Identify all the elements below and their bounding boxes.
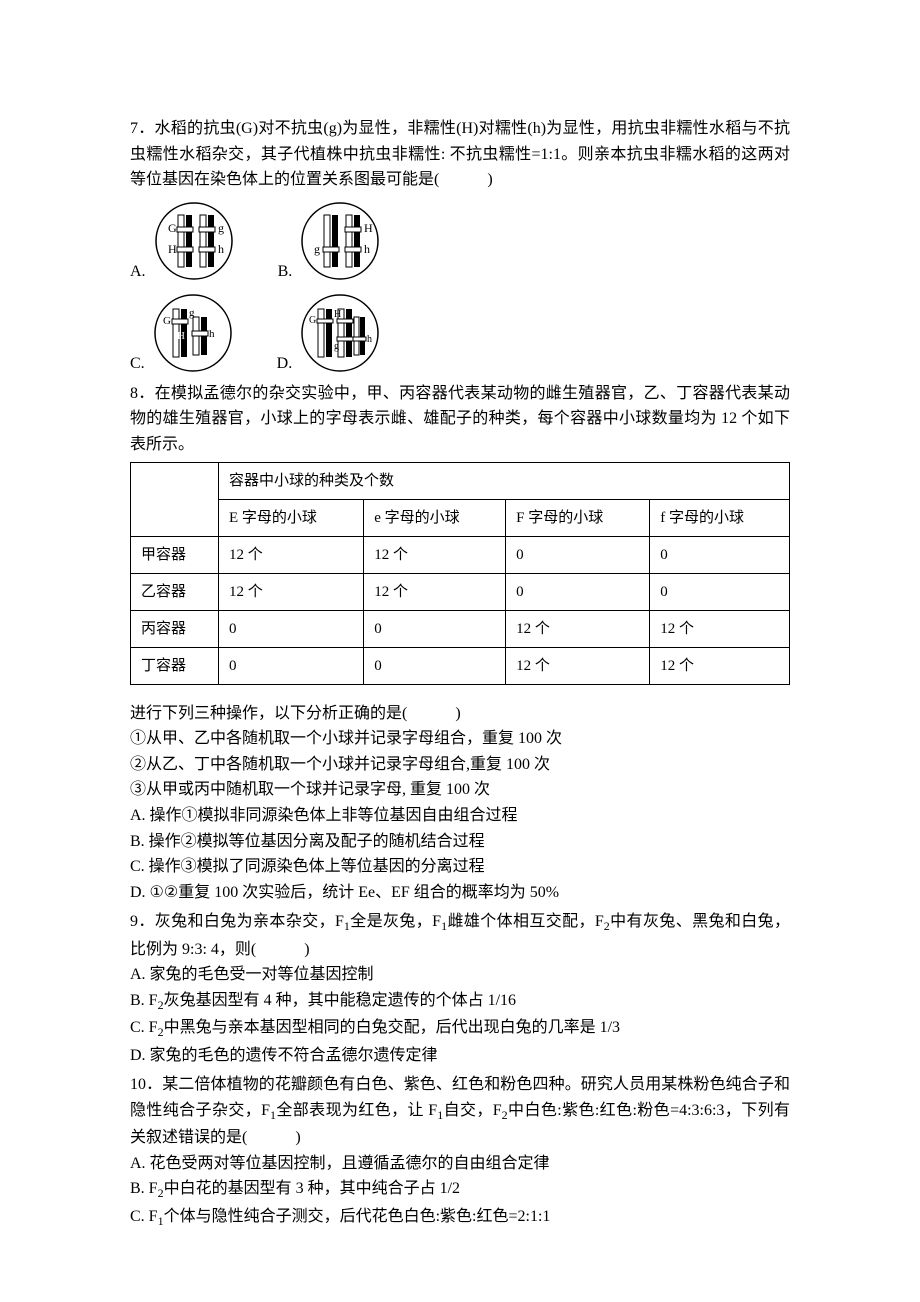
- document-page: 7．水稻的抗虫(G)对不抗虫(g)为显性，非糯性(H)对糯性(h)为显性，用抗虫…: [0, 0, 920, 1295]
- row-header: 丁容器: [131, 647, 219, 684]
- q7-choices-row-1: A. G H g h: [130, 197, 790, 285]
- question-9: 9．灰兔和白兔为亲本杂交，F1全是灰兔，F1雌雄个体相互交配，F2中有灰兔、黑兔…: [130, 909, 790, 1068]
- q7-choice-b-label: B.: [278, 259, 293, 285]
- svg-text:H: H: [168, 242, 177, 256]
- row-header: 乙容器: [131, 573, 219, 610]
- q9-text-mid1: 全是灰兔，F: [350, 913, 441, 930]
- q9-c-pre: C. F: [130, 1019, 158, 1036]
- svg-text:h: h: [367, 334, 372, 345]
- q9-choice-c: C. F2中黑兔与亲本基因型相同的白兔交配，后代出现白兔的几率是 1/3: [130, 1015, 790, 1042]
- svg-text:H: H: [334, 309, 341, 320]
- col-header-0: E 字母的小球: [219, 499, 364, 536]
- cell: 0: [219, 647, 364, 684]
- q10-b-post: 中白花的基因型有 3 种，其中纯合子占 1/2: [164, 1180, 460, 1197]
- col-header-2: F 字母的小球: [506, 499, 650, 536]
- svg-text:g: g: [314, 242, 320, 256]
- q9-b-post: 灰兔基因型有 4 种，其中能稳定遗传的个体占 1/16: [164, 992, 516, 1009]
- svg-text:h: h: [364, 242, 370, 256]
- q10-b-pre: B. F: [130, 1180, 158, 1197]
- q7-choice-a-label: A.: [130, 259, 146, 285]
- svg-text:H: H: [364, 221, 373, 235]
- svg-text:h: h: [209, 328, 215, 340]
- cell: 0: [506, 573, 650, 610]
- q10-mid2: 自交，F: [443, 1102, 501, 1119]
- q8-choice-b: B. 操作②模拟等位基因分离及配子的随机结合过程: [130, 829, 790, 855]
- table-row: 丙容器 0 0 12 个 12 个: [131, 610, 790, 647]
- q9-text-mid2: 雌雄个体相互交配，F: [447, 913, 604, 930]
- row-header: 甲容器: [131, 536, 219, 573]
- q8-choice-d: D. ①②重复 100 次实验后，统计 Ee、EF 组合的概率均为 50%: [130, 880, 790, 906]
- q10-c-pre: C. F: [130, 1208, 158, 1225]
- cell: 0: [364, 610, 506, 647]
- cell: 0: [650, 573, 790, 610]
- q7-diagram-b: g H h: [296, 197, 384, 285]
- q10-choice-a: A. 花色受两对等位基因控制，且遵循孟德尔的自由组合定律: [130, 1151, 790, 1177]
- cell: 12 个: [219, 536, 364, 573]
- q10-c-post: 个体与隐性纯合子测交，后代花色白色:紫色:红色=2:1:1: [164, 1208, 551, 1225]
- table-row: 甲容器 12 个 12 个 0 0: [131, 536, 790, 573]
- q7-choice-d-label: D.: [277, 351, 293, 377]
- q8-ops-intro: 进行下列三种操作，以下分析正确的是( ): [130, 701, 790, 727]
- question-7: 7．水稻的抗虫(G)对不抗虫(g)为显性，非糯性(H)对糯性(h)为显性，用抗虫…: [130, 116, 790, 377]
- svg-text:G: G: [309, 315, 316, 326]
- q8-choice-c: C. 操作③模拟了同源染色体上等位基因的分离过程: [130, 854, 790, 880]
- q8-table: 容器中小球的种类及个数 E 字母的小球 e 字母的小球 F 字母的小球 f 字母…: [130, 462, 790, 685]
- table-row: 乙容器 12 个 12 个 0 0: [131, 573, 790, 610]
- cell: 0: [364, 647, 506, 684]
- table-header-row-1: 容器中小球的种类及个数: [131, 462, 790, 499]
- question-8: 8．在模拟孟德尔的杂交实验中，甲、丙容器代表某动物的雌生殖器官，乙、丁容器代表某…: [130, 381, 790, 906]
- cell: 12 个: [650, 647, 790, 684]
- q7-text: 7．水稻的抗虫(G)对不抗虫(g)为显性，非糯性(H)对糯性(h)为显性，用抗虫…: [130, 116, 790, 193]
- q7-diagram-c: G g H h: [149, 289, 237, 377]
- cell: 12 个: [506, 610, 650, 647]
- svg-text:H: H: [177, 330, 185, 342]
- q9-choice-d: D. 家兔的毛色的遗传不符合孟德尔遗传定律: [130, 1043, 790, 1069]
- q7-choices-row-2: C. G g H h D.: [130, 289, 790, 377]
- cell: 12 个: [219, 573, 364, 610]
- q9-choice-b: B. F2灰兔基因型有 4 种，其中能稳定遗传的个体占 1/16: [130, 988, 790, 1015]
- table-corner-cell: [131, 462, 219, 536]
- cell: 0: [650, 536, 790, 573]
- q10-text: 10．某二倍体植物的花瓣颜色有白色、紫色、红色和粉色四种。研究人员用某株粉色纯合…: [130, 1072, 790, 1151]
- q7-choice-c-label: C.: [130, 351, 145, 377]
- svg-text:G: G: [163, 315, 171, 327]
- svg-text:G: G: [168, 221, 177, 235]
- cell: 0: [219, 610, 364, 647]
- cell: 12 个: [364, 536, 506, 573]
- svg-text:g: g: [334, 341, 339, 352]
- table-header-merged: 容器中小球的种类及个数: [219, 462, 790, 499]
- q8-intro: 8．在模拟孟德尔的杂交实验中，甲、丙容器代表某动物的雌生殖器官，乙、丁容器代表某…: [130, 381, 790, 458]
- q9-c-post: 中黑兔与亲本基因型相同的白兔交配，后代出现白兔的几率是 1/3: [164, 1019, 620, 1036]
- cell: 0: [506, 536, 650, 573]
- cell: 12 个: [364, 573, 506, 610]
- q8-op-2: ②从乙、丁中各随机取一个小球并记录字母组合,重复 100 次: [130, 752, 790, 778]
- q9-b-pre: B. F: [130, 992, 158, 1009]
- q8-op-1: ①从甲、乙中各随机取一个小球并记录字母组合，重复 100 次: [130, 726, 790, 752]
- col-header-3: f 字母的小球: [650, 499, 790, 536]
- q10-choice-c: C. F1个体与隐性纯合子测交，后代花色白色:紫色:红色=2:1:1: [130, 1204, 790, 1231]
- row-header: 丙容器: [131, 610, 219, 647]
- cell: 12 个: [650, 610, 790, 647]
- cell: 12 个: [506, 647, 650, 684]
- q10-choice-b: B. F2中白花的基因型有 3 种，其中纯合子占 1/2: [130, 1176, 790, 1203]
- q7-diagram-a: G H g h: [150, 197, 238, 285]
- q8-op-3: ③从甲或丙中随机取一个球并记录字母, 重复 100 次: [130, 777, 790, 803]
- table-header-row-2: E 字母的小球 e 字母的小球 F 字母的小球 f 字母的小球: [131, 499, 790, 536]
- svg-text:g: g: [189, 307, 195, 319]
- col-header-1: e 字母的小球: [364, 499, 506, 536]
- q8-choice-a: A. 操作①模拟非同源染色体上非等位基因自由组合过程: [130, 803, 790, 829]
- q10-mid: 全部表现为红色，让 F: [276, 1102, 437, 1119]
- svg-text:h: h: [218, 242, 224, 256]
- svg-text:g: g: [218, 221, 224, 235]
- table-row: 丁容器 0 0 12 个 12 个: [131, 647, 790, 684]
- question-10: 10．某二倍体植物的花瓣颜色有白色、紫色、红色和粉色四种。研究人员用某株粉色纯合…: [130, 1072, 790, 1231]
- q7-diagram-d: G H g h: [296, 289, 384, 377]
- q9-text-pre: 9．灰兔和白兔为亲本杂交，F: [130, 913, 344, 930]
- q9-choice-a: A. 家兔的毛色受一对等位基因控制: [130, 962, 790, 988]
- q9-text: 9．灰兔和白兔为亲本杂交，F1全是灰兔，F1雌雄个体相互交配，F2中有灰兔、黑兔…: [130, 909, 790, 962]
